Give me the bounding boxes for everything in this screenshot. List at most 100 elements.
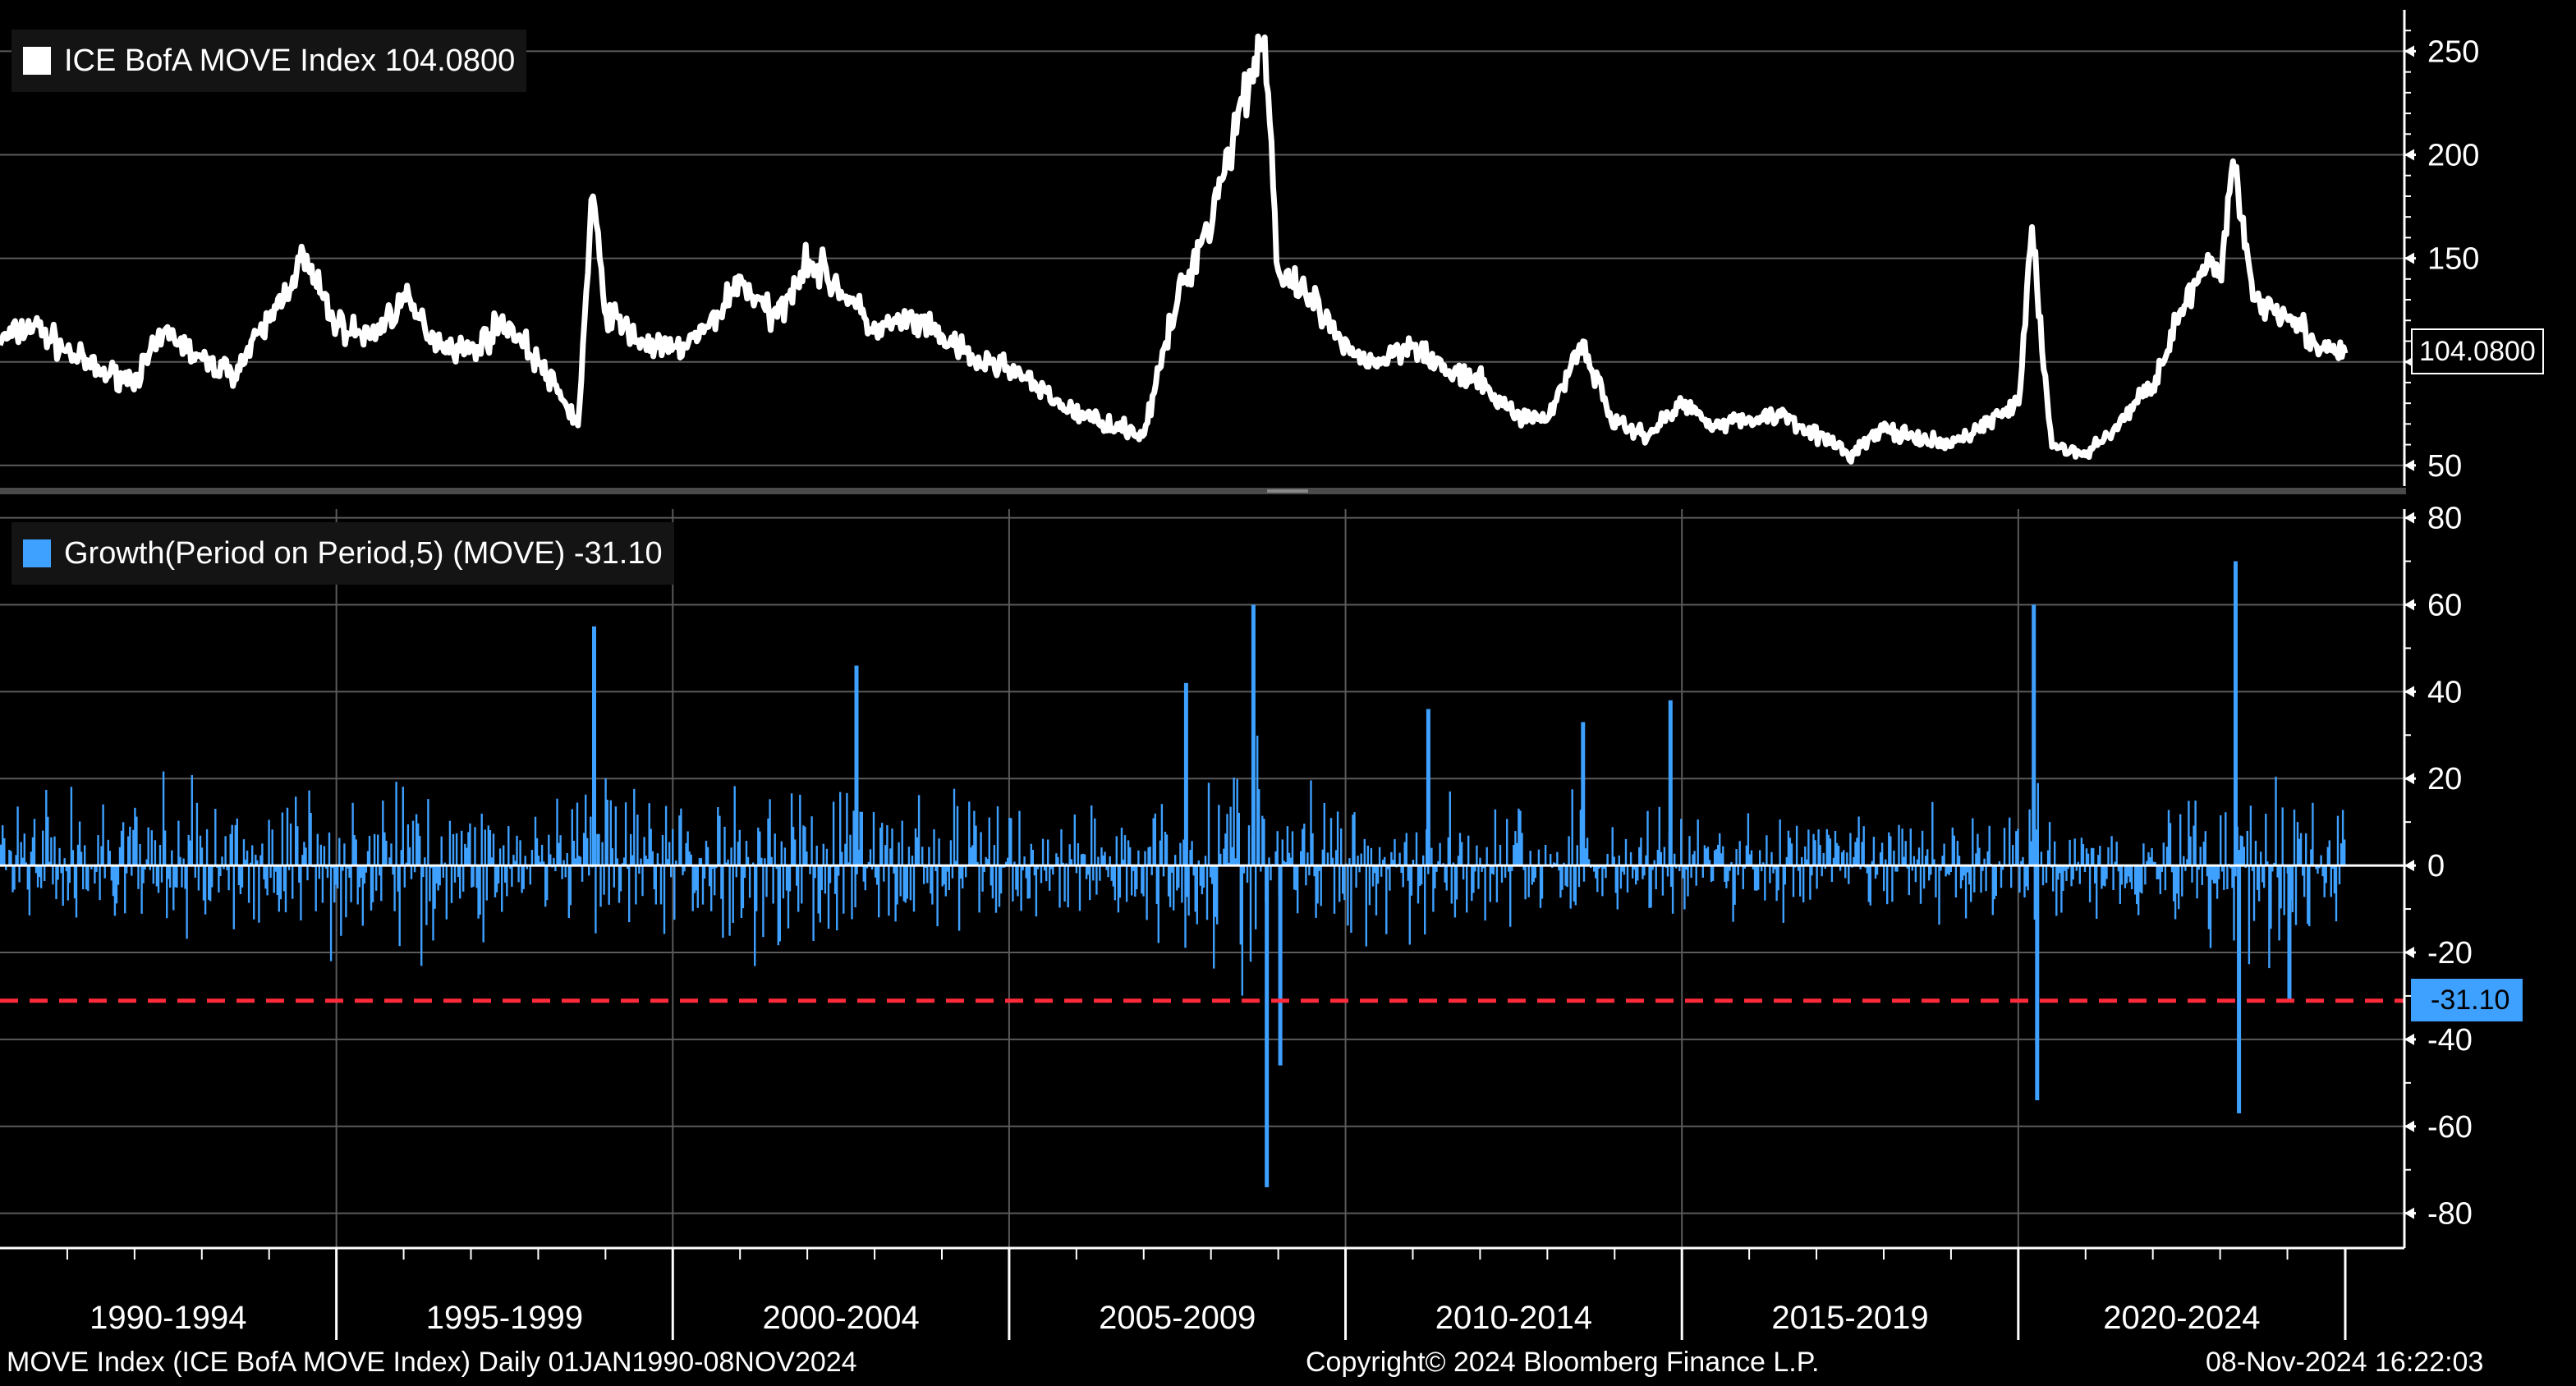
growth-bar: [646, 859, 649, 866]
growth-bar: [1471, 865, 1473, 902]
growth-bar: [124, 865, 126, 914]
growth-bar: [350, 865, 352, 902]
growth-bar: [1817, 829, 1820, 866]
growth-bar: [2226, 865, 2229, 889]
growth-bar: [13, 865, 16, 890]
top-tick-label: 250: [2427, 34, 2479, 69]
growth-bar: [1373, 865, 1376, 874]
growth-bar: [616, 858, 619, 866]
growth-bar: [1713, 850, 1716, 866]
growth-bar: [539, 861, 542, 866]
growth-bar: [1675, 865, 1678, 869]
growth-bar: [385, 840, 388, 866]
growth-bar: [1911, 865, 1913, 871]
growth-bar: [2291, 865, 2294, 912]
growth-bar: [1389, 865, 1391, 891]
growth-bar: [1320, 865, 1322, 906]
growth-bar: [606, 799, 608, 866]
growth-bar: [328, 832, 331, 866]
growth-bar: [1131, 865, 1133, 896]
growth-bar: [2080, 838, 2083, 866]
growth-bar: [1077, 843, 1080, 866]
growth-bar: [866, 865, 869, 869]
growth-bar: [1120, 828, 1123, 866]
growth-bar: [710, 865, 713, 911]
growth-bar: [1569, 865, 1572, 909]
growth-bar: [1621, 865, 1624, 872]
growth-bar: [1115, 836, 1118, 866]
growth-bar: [2018, 865, 2021, 893]
growth-bar: [11, 865, 14, 893]
growth-bar: [1904, 841, 1907, 866]
growth-bar: [440, 836, 443, 866]
growth-bar: [986, 859, 989, 866]
growth-bar: [911, 856, 914, 866]
growth-bar: [99, 865, 101, 901]
growth-spike: [854, 665, 859, 866]
growth-bar: [382, 801, 384, 866]
growth-bar: [723, 826, 726, 866]
growth-bar: [368, 836, 371, 866]
growth-bar: [278, 865, 280, 912]
growth-bar: [847, 862, 850, 866]
growth-bar: [585, 794, 587, 866]
growth-bar: [326, 865, 329, 879]
growth-bar: [1060, 829, 1063, 866]
growth-bar: [672, 828, 674, 866]
growth-bar: [864, 865, 866, 891]
growth-bar: [1215, 865, 1217, 917]
growth-bar: [2270, 865, 2272, 929]
growth-bar: [31, 837, 34, 866]
growth-bar: [23, 833, 25, 866]
growth-bar: [2243, 847, 2245, 866]
panel-divider[interactable]: [0, 488, 2406, 494]
growth-bar: [1909, 828, 1912, 866]
growth-bar: [1629, 851, 1632, 866]
top-tick-label: 50: [2427, 449, 2462, 484]
growth-bar: [443, 862, 446, 866]
growth-bar: [1832, 857, 1835, 866]
growth-bar: [2072, 865, 2074, 880]
x-tick-label: 2000-2004: [762, 1300, 919, 1336]
growth-bar: [562, 860, 565, 866]
growth-bar: [1534, 865, 1536, 879]
growth-bar: [2207, 865, 2211, 929]
growth-bar: [1305, 865, 1307, 886]
growth-bar: [40, 865, 43, 888]
growth-bar: [487, 825, 489, 866]
growth-bar: [993, 845, 996, 866]
growth-bar: [893, 865, 895, 874]
growth-bar: [258, 865, 260, 923]
growth-bar: [471, 865, 473, 888]
growth-bar: [1926, 849, 1929, 866]
growth-bar: [785, 865, 788, 891]
growth-bar: [1508, 865, 1510, 872]
growth-bar: [2070, 865, 2073, 887]
growth-bar: [417, 823, 420, 866]
growth-bar: [1237, 812, 1240, 866]
growth-bar: [1727, 865, 1729, 882]
growth-bar: [1574, 865, 1577, 906]
growth-bar: [611, 848, 613, 866]
growth-bar: [1134, 865, 1136, 897]
growth-bar: [514, 861, 517, 866]
growth-bar: [1091, 805, 1093, 866]
growth-bar: [740, 865, 743, 918]
growth-bar: [1078, 865, 1081, 911]
growth-bar: [1196, 865, 1198, 925]
growth-bar: [666, 859, 669, 866]
growth-bar: [1260, 865, 1262, 872]
growth-bar: [788, 865, 792, 892]
panel-divider-grip[interactable]: [1267, 489, 1308, 493]
growth-bar: [1150, 865, 1153, 875]
growth-bar: [1476, 845, 1478, 866]
growth-bar: [1288, 852, 1291, 866]
growth-bar: [914, 828, 917, 866]
growth-bar: [1819, 845, 1821, 866]
growth-bar: [58, 847, 61, 866]
growth-bar: [232, 865, 235, 929]
growth-bar: [8, 850, 11, 866]
growth-bar: [764, 858, 766, 866]
growth-bar: [1370, 847, 1373, 866]
growth-bar: [2033, 865, 2036, 920]
